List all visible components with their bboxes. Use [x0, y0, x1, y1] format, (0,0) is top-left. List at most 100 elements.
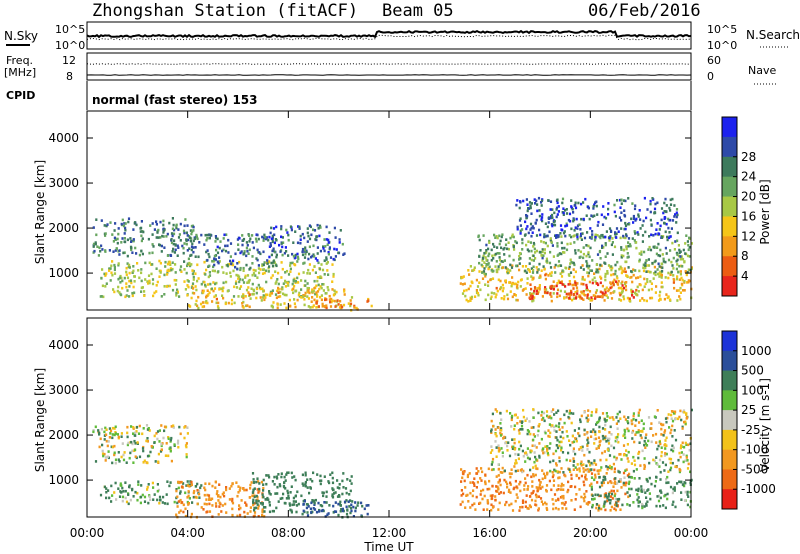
range-cell [302, 509, 305, 513]
range-cell [214, 294, 217, 297]
range-cell [240, 499, 243, 502]
range-cell [608, 437, 611, 441]
range-cell [604, 278, 607, 282]
range-cell [677, 270, 680, 274]
range-cell [618, 216, 621, 219]
range-cell [497, 278, 500, 282]
range-cell [684, 270, 687, 273]
range-cell [623, 428, 626, 432]
range-cell [181, 485, 184, 488]
range-cell [603, 293, 606, 296]
range-cell [183, 224, 186, 228]
range-cell [527, 485, 530, 488]
range-cell [180, 270, 183, 273]
range-cell [572, 283, 575, 287]
range-cell [112, 288, 115, 291]
range-cell [189, 239, 192, 243]
range-cell [541, 485, 544, 489]
range-cell [621, 289, 624, 292]
range-cell [525, 198, 528, 201]
range-cell [256, 258, 259, 262]
range-cell [601, 244, 604, 248]
range-cell [497, 265, 500, 268]
range-cell [570, 261, 573, 264]
range-cell [152, 486, 155, 489]
velocity-data-points [92, 408, 693, 519]
range-cell [211, 259, 214, 263]
range-cell [602, 505, 605, 508]
range-cell [190, 232, 193, 236]
range-cell [162, 219, 165, 223]
range-cell [260, 299, 263, 302]
range-cell [178, 425, 181, 429]
range-cell [181, 244, 184, 248]
range-cell [337, 303, 340, 306]
range-cell [630, 217, 633, 221]
range-cell [182, 510, 185, 514]
range-cell [246, 281, 249, 284]
range-cell [532, 254, 535, 258]
range-cell [611, 416, 614, 419]
range-cell [556, 288, 560, 292]
range-cell [281, 236, 284, 239]
range-cell [479, 477, 482, 480]
range-cell [564, 209, 567, 212]
range-cell [467, 500, 470, 503]
range-cell [267, 238, 270, 242]
range-cell [279, 303, 282, 306]
range-cell [638, 258, 641, 262]
range-cell [586, 231, 589, 234]
range-cell [542, 503, 545, 506]
range-cell [555, 462, 558, 465]
range-cell [241, 234, 244, 237]
range-cell [659, 478, 662, 481]
range-cell [157, 460, 160, 464]
range-cell [499, 239, 502, 243]
range-cell [600, 264, 603, 268]
range-cell [610, 466, 613, 469]
range-cell [543, 267, 546, 271]
range-cell [530, 249, 533, 253]
range-cell [543, 290, 547, 294]
range-cell [495, 485, 498, 488]
range-cell [546, 259, 549, 263]
range-cell [327, 288, 330, 292]
range-cell [204, 283, 207, 287]
range-cell [606, 415, 609, 418]
range-cell [367, 299, 370, 302]
range-cell [201, 301, 205, 304]
range-cell [632, 268, 635, 271]
range-cell [183, 260, 186, 263]
range-cell [679, 270, 682, 273]
range-cell [490, 494, 494, 498]
range-cell [294, 280, 297, 283]
range-cell [546, 244, 549, 248]
range-cell [565, 248, 569, 252]
range-cell [513, 413, 517, 417]
range-cell [597, 472, 600, 475]
range-cell [602, 246, 605, 249]
range-cell [552, 507, 555, 511]
range-cell [294, 281, 297, 284]
range-cell [128, 266, 131, 269]
range-cell [338, 495, 341, 498]
range-cell [242, 239, 245, 242]
range-cell [587, 252, 590, 256]
range-cell [126, 431, 129, 435]
range-cell [117, 458, 120, 461]
range-cell [256, 233, 259, 237]
range-cell [261, 296, 265, 299]
range-cell [595, 263, 598, 266]
range-cell [554, 469, 557, 473]
range-cell [681, 257, 685, 261]
range-cell [680, 257, 683, 261]
range-cell [668, 298, 672, 301]
nsearch-label: N.Search [746, 28, 800, 42]
range-cell [604, 216, 608, 220]
range-cell [478, 281, 481, 284]
range-cell [237, 248, 240, 251]
range-cell [221, 492, 224, 496]
range-cell [268, 265, 271, 268]
range-cell [585, 264, 589, 268]
